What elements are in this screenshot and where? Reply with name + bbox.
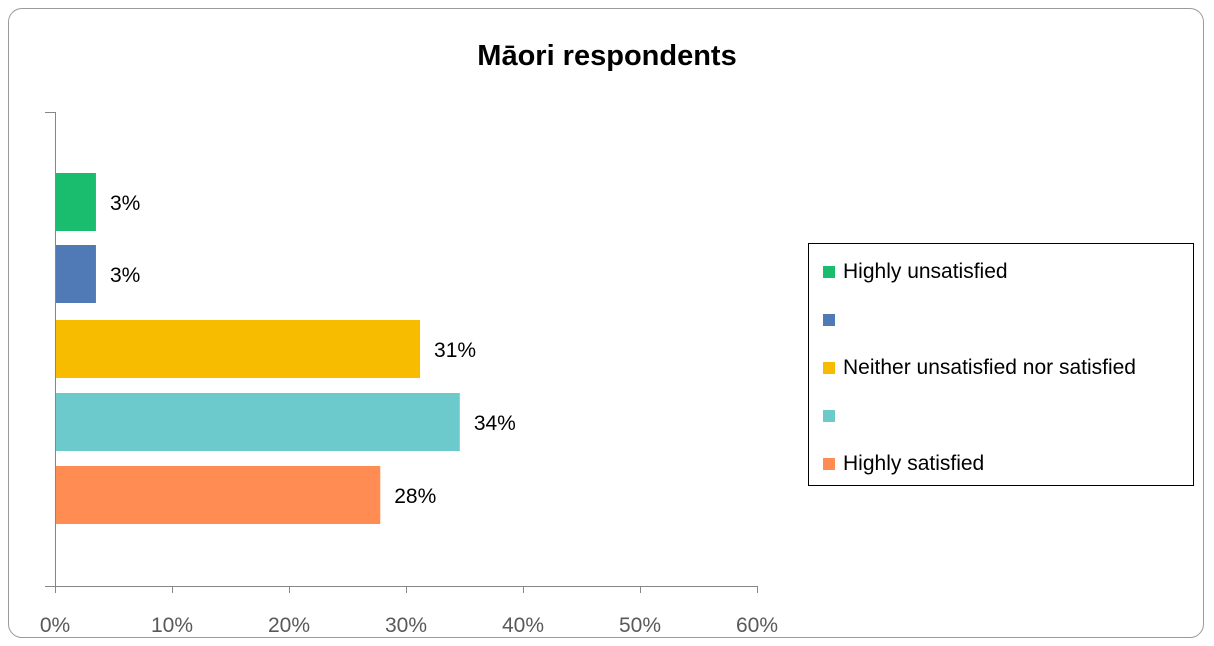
legend-label: Highly satisfied — [843, 452, 985, 475]
legend-item — [823, 305, 843, 335]
data-label: 3% — [110, 192, 140, 215]
legend-label: Highly unsatisfied — [843, 260, 1008, 283]
legend-item: Highly satisfied — [823, 449, 984, 479]
x-tick-label: 40% — [502, 614, 544, 637]
x-tick-label: 10% — [151, 614, 193, 637]
bar — [56, 393, 460, 451]
x-tick-label: 0% — [40, 614, 70, 637]
legend-item: Neither unsatisfied nor satisfied — [823, 353, 1136, 383]
legend-swatch — [823, 314, 835, 326]
x-tick-label: 50% — [619, 614, 661, 637]
data-label: 34% — [474, 412, 516, 435]
data-label: 3% — [110, 264, 140, 287]
legend-item — [823, 401, 843, 431]
x-tick-label: 60% — [736, 614, 778, 637]
bar — [56, 245, 96, 303]
data-label: 31% — [434, 339, 476, 362]
data-label: 28% — [394, 485, 436, 508]
x-tick-label: 30% — [385, 614, 427, 637]
bar — [56, 173, 96, 231]
legend-label: Neither unsatisfied nor satisfied — [843, 356, 1136, 379]
legend-swatch — [823, 362, 835, 374]
legend-swatch — [823, 458, 835, 470]
chart-title: Māori respondents — [477, 40, 737, 72]
x-tick-label: 20% — [268, 614, 310, 637]
legend-swatch — [823, 410, 835, 422]
legend-item: Highly unsatisfied — [823, 257, 1008, 287]
bar — [56, 466, 381, 524]
legend: Highly unsatisfied Neither unsatisfied no… — [808, 243, 1194, 486]
legend-swatch — [823, 266, 835, 278]
bar — [56, 320, 421, 378]
